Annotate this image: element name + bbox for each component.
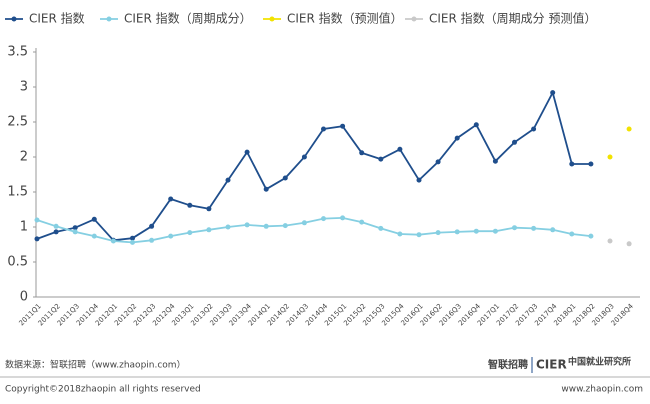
point xyxy=(454,229,460,235)
point xyxy=(397,231,403,237)
point xyxy=(263,186,269,192)
point xyxy=(454,135,460,141)
legend-marker xyxy=(106,16,112,22)
legend-label: CIER 指数（周期成分） xyxy=(124,11,252,26)
point xyxy=(378,225,384,231)
legend-marker xyxy=(269,16,275,22)
point xyxy=(512,225,517,231)
point xyxy=(72,229,78,235)
point xyxy=(206,206,212,212)
point xyxy=(531,225,537,231)
point xyxy=(187,230,193,236)
point xyxy=(168,233,174,239)
point xyxy=(149,237,155,243)
point xyxy=(282,223,288,229)
point xyxy=(626,126,632,132)
series-line xyxy=(36,216,591,244)
y-tick-label: 0 xyxy=(20,290,28,305)
point xyxy=(340,215,346,221)
point xyxy=(492,228,498,234)
legend-label: CIER 指数 xyxy=(29,11,85,26)
y-tick-label: 3 xyxy=(20,80,28,95)
point xyxy=(91,216,97,222)
point xyxy=(416,177,422,183)
y-tick-label: 1 xyxy=(20,220,28,235)
point xyxy=(72,225,78,231)
point xyxy=(397,146,403,152)
copyright: Copyright©2018zhaopin all rights reserve… xyxy=(5,385,201,395)
point xyxy=(225,177,231,183)
point xyxy=(149,223,155,229)
point xyxy=(473,122,479,128)
y-tick-label: 0.5 xyxy=(7,255,28,270)
y-tick-label: 1.5 xyxy=(7,185,28,200)
point xyxy=(378,156,384,162)
point xyxy=(550,90,556,96)
point xyxy=(607,154,613,160)
point xyxy=(53,223,59,229)
point xyxy=(244,149,250,155)
point xyxy=(225,224,231,230)
point xyxy=(588,161,594,167)
point xyxy=(531,126,537,132)
point xyxy=(168,196,174,202)
point xyxy=(569,161,575,167)
point xyxy=(588,233,594,239)
point xyxy=(301,154,307,160)
point xyxy=(244,222,250,228)
point xyxy=(187,202,193,208)
source: 数据来源：智联招聘（www.zhaopin.com） xyxy=(5,359,186,371)
logo-cier-cn: 中国就业研究所 xyxy=(568,356,631,368)
point xyxy=(359,150,365,156)
y-tick-label: 2 xyxy=(20,150,28,165)
point xyxy=(359,219,365,225)
legend-marker xyxy=(411,16,417,22)
point xyxy=(53,229,59,235)
legend-label: CIER 指数（周期成分 预测值） xyxy=(429,11,596,26)
point xyxy=(263,223,269,229)
legend-label: CIER 指数（预测值） xyxy=(287,11,403,26)
point xyxy=(435,230,441,236)
point xyxy=(416,232,422,238)
point xyxy=(321,216,326,222)
legend-marker xyxy=(11,16,17,22)
point xyxy=(91,233,97,239)
point xyxy=(282,175,288,181)
point xyxy=(550,227,556,233)
logo-zhaopin: 智联招聘 xyxy=(488,358,528,371)
point xyxy=(321,126,326,132)
point xyxy=(512,139,517,145)
point xyxy=(206,227,212,233)
point xyxy=(130,239,135,245)
y-tick-label: 2.5 xyxy=(7,115,28,130)
website: www.zhaopin.com xyxy=(561,385,643,395)
point xyxy=(492,158,498,164)
series-line xyxy=(36,90,591,242)
point xyxy=(110,238,116,244)
y-tick-label: 3.5 xyxy=(7,45,28,60)
point xyxy=(435,159,441,165)
point xyxy=(340,123,346,129)
point xyxy=(130,235,135,241)
point xyxy=(34,217,40,223)
point xyxy=(473,228,479,234)
point xyxy=(626,241,632,247)
point xyxy=(607,238,613,244)
point xyxy=(34,236,40,242)
logo-cier: CIER xyxy=(536,358,567,372)
point xyxy=(569,231,575,237)
point xyxy=(301,220,307,226)
